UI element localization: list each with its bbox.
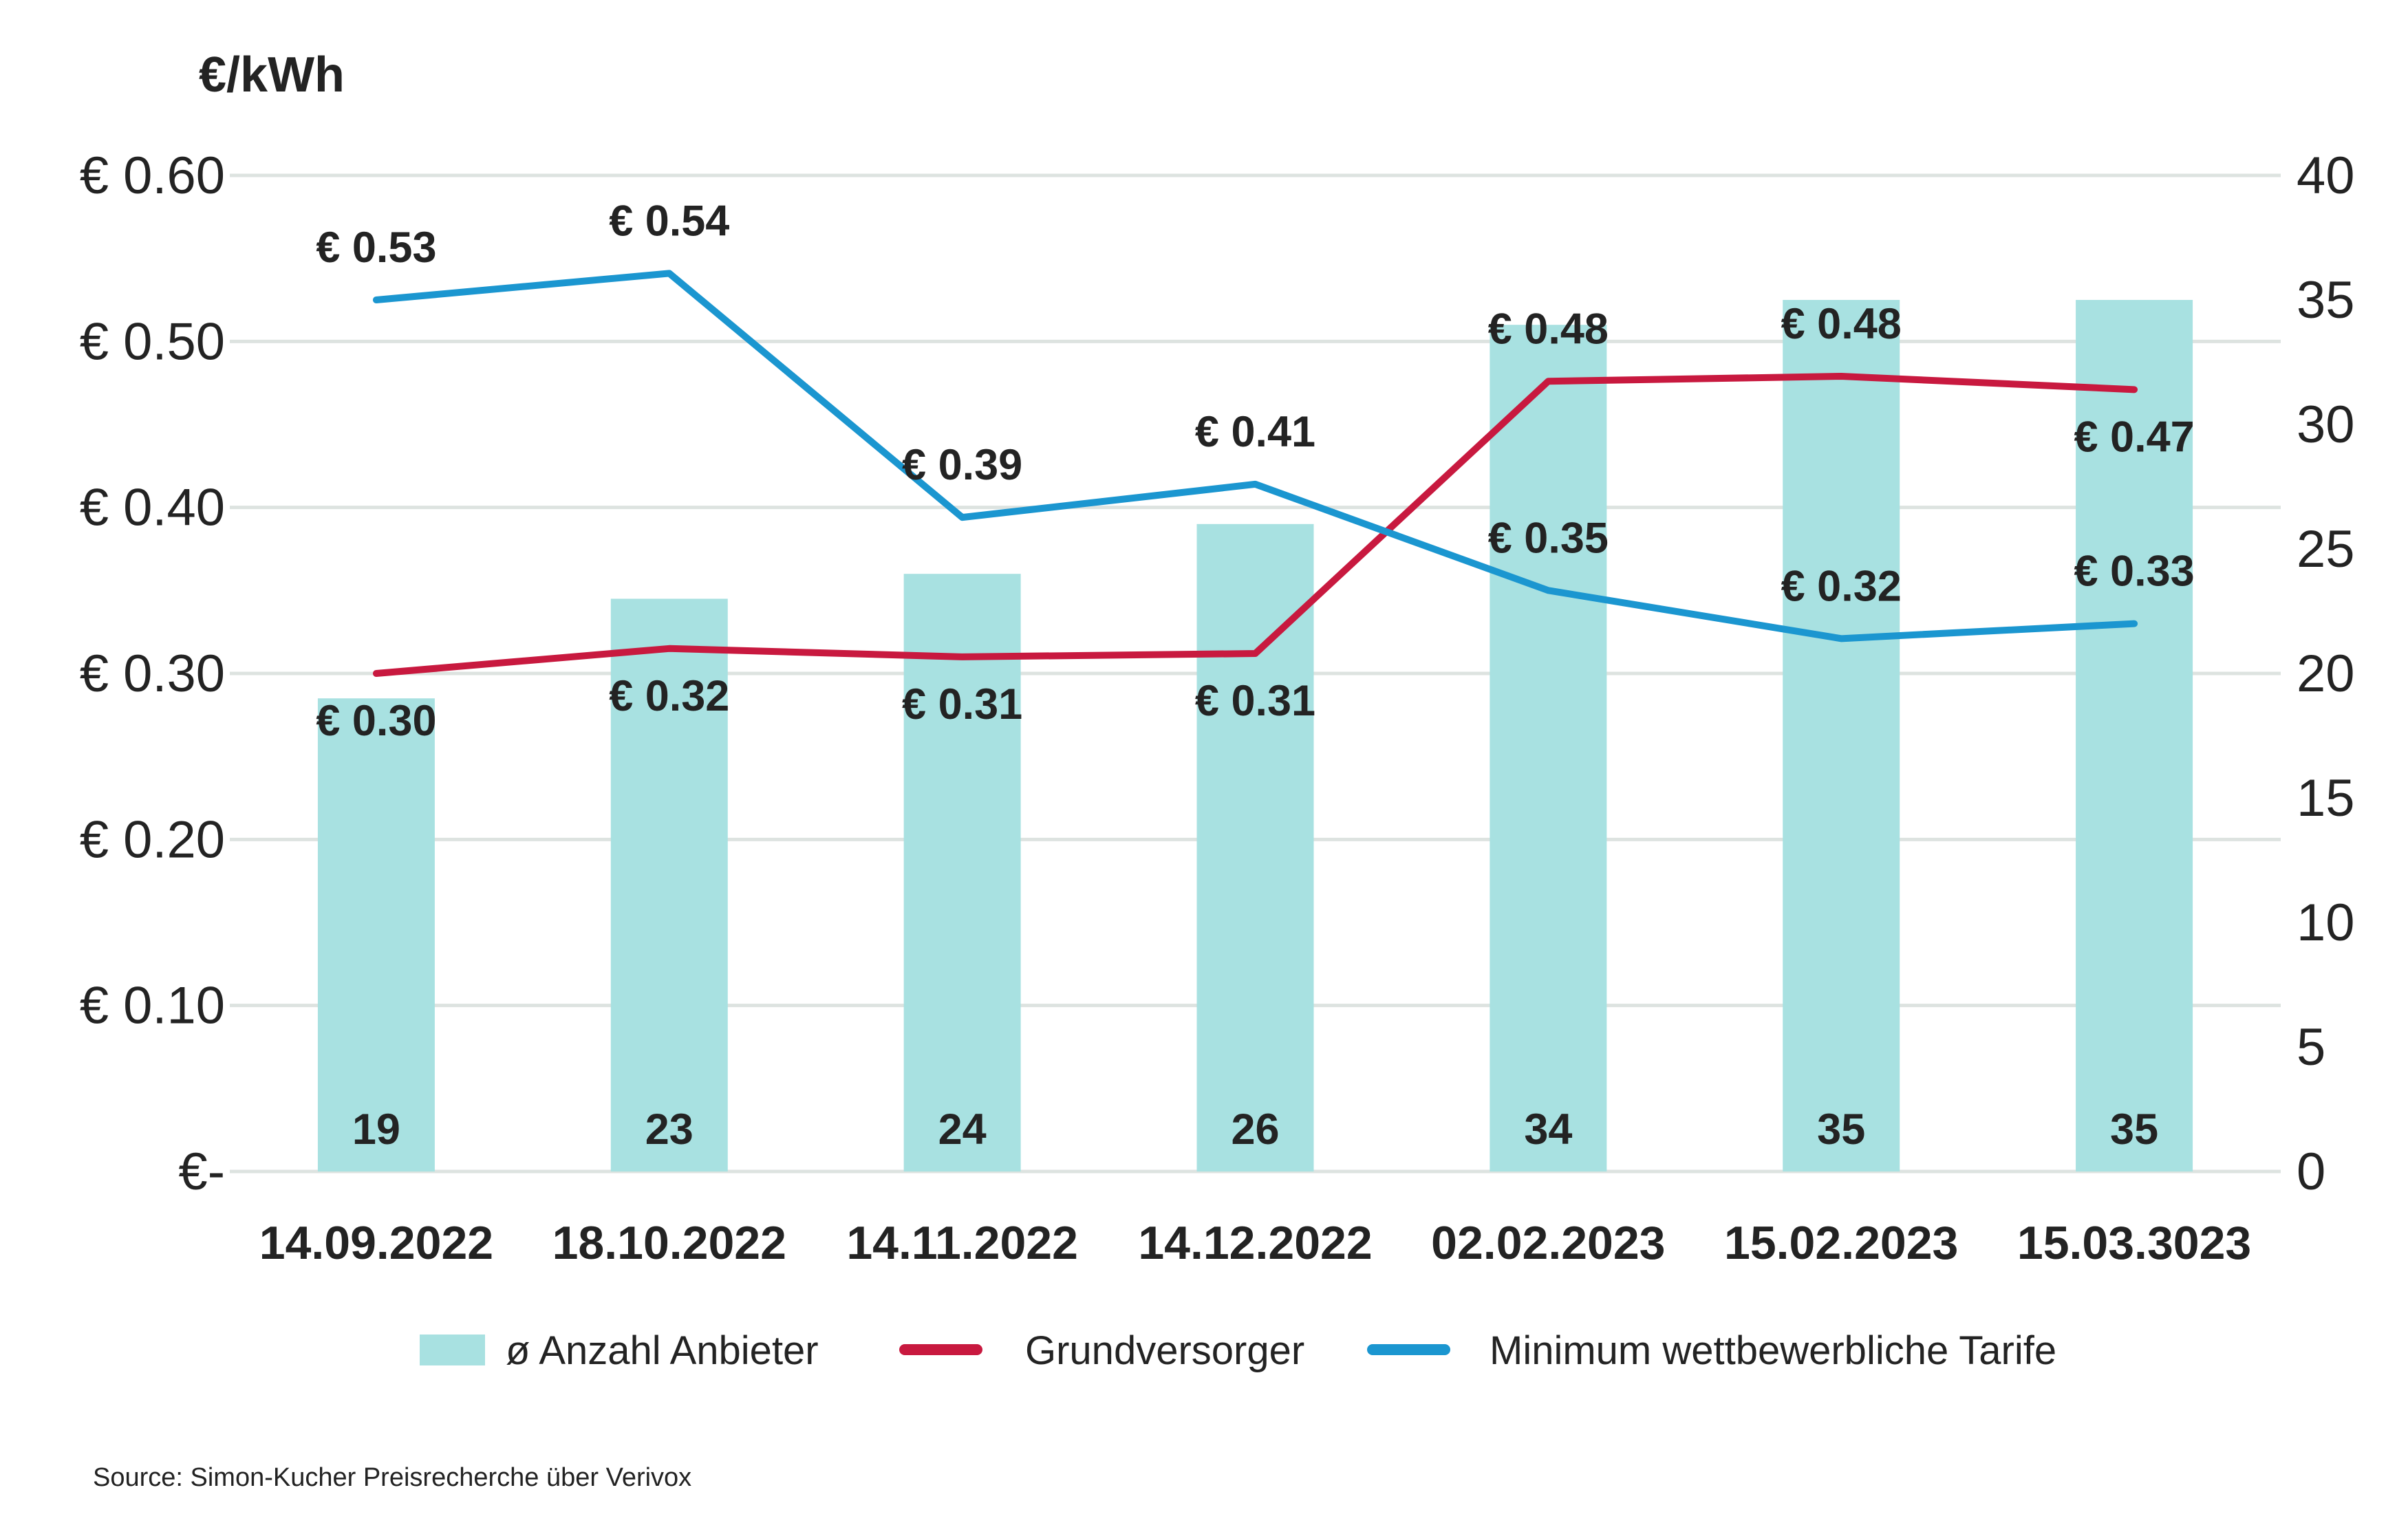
bar [2076,300,2193,1171]
line-value-label: € 0.47 [2074,413,2194,461]
line-value-label: € 0.32 [609,672,729,720]
line-value-label: € 0.31 [1195,677,1315,725]
y-left-tick-label: € 0.50 [80,312,225,371]
line-value-label: € 0.41 [1195,408,1315,456]
bars [317,300,2193,1172]
y-left-tick-label: € 0.60 [80,147,225,205]
bar-value-label: 35 [1817,1105,1865,1154]
x-tick-label: 14.11.2022 [846,1217,1078,1269]
legend: ø Anzahl Anbieter Grundversorger Minimum w… [420,1328,2056,1373]
lines [372,270,2138,677]
line-value-label: € 0.54 [609,197,729,245]
y-right-tick-label: 40 [2297,147,2355,205]
line-value-label: € 0.30 [316,697,436,745]
source-note: Source: Simon-Kucher Preisrecherche über… [93,1463,691,1492]
line-value-label: € 0.53 [316,224,436,272]
bar-value-label: 24 [938,1105,987,1154]
line-value-label: € 0.32 [1781,562,1902,610]
bar-value-label: 34 [1524,1105,1572,1154]
y-right-tick-label: 35 [2297,271,2355,330]
bar-value-label: 35 [2110,1105,2158,1154]
bar [610,598,728,1171]
line-value-label: € 0.31 [902,680,1022,728]
y-left-tick-label: €- [178,1143,225,1201]
y-right-tick-label: 30 [2297,396,2355,454]
bar [1490,325,1607,1172]
bar [1196,523,1314,1171]
y-right-tick-label: 25 [2297,520,2355,579]
legend-label: Grundversorger [1025,1328,1304,1373]
y-right-tick-label: 10 [2297,894,2355,952]
x-tick-label: 18.10.2022 [552,1217,786,1269]
x-tick-label: 02.02.2023 [1431,1217,1665,1269]
y-right-tick-label: 15 [2297,769,2355,828]
x-tick-label: 15.03.3023 [2017,1217,2251,1269]
bar [903,574,1021,1171]
y-left-tick-label: € 0.20 [80,810,225,869]
y-left-tick-label: € 0.10 [80,977,225,1035]
axes: €- € 0.10 € 0.20 € 0.30 € 0.40 € 0.50 € 0.60 0 5… [80,147,2355,1269]
line-value-label: € 0.33 [2074,548,2194,596]
bar [317,698,435,1171]
x-tick-label: 15.02.2023 [1724,1217,1958,1269]
series-line [372,270,2138,642]
y-left-tick-label: € 0.30 [80,645,225,703]
line-value-label: € 0.39 [902,441,1022,489]
legend-label: Minimum wettbewerbliche Tarife [1490,1328,2056,1373]
bar-value-label: 23 [645,1105,694,1154]
y-left-tick-label: € 0.40 [80,479,225,537]
line-value-label: € 0.48 [1781,300,1902,348]
y-right-tick-label: 5 [2297,1018,2325,1077]
y-right-tick-label: 0 [2297,1143,2325,1201]
line-value-label: € 0.35 [1488,514,1609,562]
y-axis-unit-label: €/kWh [199,47,345,102]
series-line [372,373,2138,677]
y-right-tick-label: 20 [2297,645,2355,703]
bar [1783,300,1900,1171]
x-tick-label: 14.12.2022 [1138,1217,1372,1269]
legend-label: ø Anzahl Anbieter [506,1328,819,1373]
bar-value-label: 19 [352,1105,400,1154]
line-value-label: € 0.48 [1488,305,1609,353]
bar-value-label: 26 [1231,1105,1279,1154]
legend-swatch-bar [420,1335,485,1365]
x-tick-label: 14.09.2022 [259,1217,493,1269]
data-labels: 19 23 24 26 34 35 35 € 0.30 € 0.32 € 0.31 € 0.31 € … [316,197,2194,1154]
